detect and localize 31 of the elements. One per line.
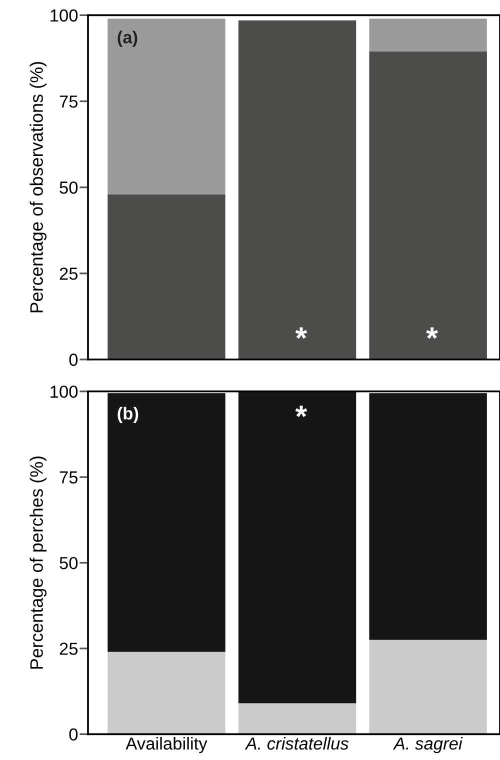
bar: [369, 51, 487, 360]
annotation: *: [295, 327, 308, 339]
annotation: (a): [118, 30, 138, 47]
bar: [238, 20, 356, 360]
y-tick-label: 25: [60, 268, 78, 280]
y-tick-label: 25: [60, 642, 78, 655]
y-tick-label: 75: [60, 96, 78, 108]
bar: [108, 194, 226, 360]
x-tick-label: A. sagrei: [392, 736, 463, 754]
x-tick-label: A. cristatellus: [244, 736, 349, 750]
y-axis-title: Percentage of perches (%): [30, 456, 47, 669]
y-tick-label: 0: [69, 354, 78, 366]
y-tick-label: 100: [50, 386, 78, 398]
bar: [369, 393, 487, 640]
bar: [238, 703, 356, 734]
y-tick-label: 50: [60, 556, 78, 570]
annotation: *: [295, 406, 308, 418]
y-tick-label: 75: [60, 471, 78, 484]
bar: [108, 18, 226, 194]
annotation: *: [426, 327, 438, 339]
bar: [108, 393, 226, 652]
bar: [238, 391, 356, 704]
annotation: (b): [118, 406, 138, 424]
y-tick-label: 50: [60, 182, 78, 194]
y-tick-label: 100: [50, 9, 78, 22]
y-tick-label: 0: [69, 728, 78, 741]
bar: [369, 18, 487, 52]
bar: [369, 640, 487, 734]
y-axis-title: Percentage of observations (%): [30, 62, 47, 312]
bar: [108, 652, 226, 734]
x-tick-label: Availability: [126, 736, 208, 754]
